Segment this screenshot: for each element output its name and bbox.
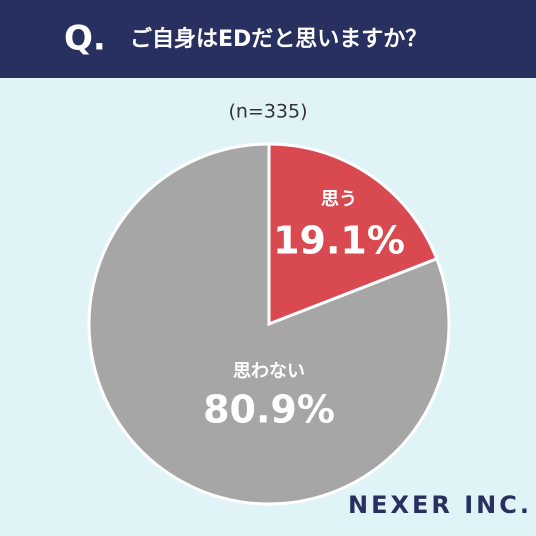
header — [0, 0, 536, 78]
pie-slice — [87, 142, 451, 506]
slice-label: 思わない — [233, 361, 305, 382]
pie-slice — [267, 142, 439, 327]
value-label: 19.1% — [273, 219, 405, 263]
q-label: Q. — [64, 19, 106, 59]
chart-title: ご自身はEDだと思いますか？ — [130, 26, 427, 52]
subtitle: (n=335) — [228, 101, 307, 123]
brand: NEXER INC. — [348, 491, 532, 519]
slice-label: 思う — [321, 189, 357, 210]
value-label: 80.9% — [203, 388, 335, 432]
